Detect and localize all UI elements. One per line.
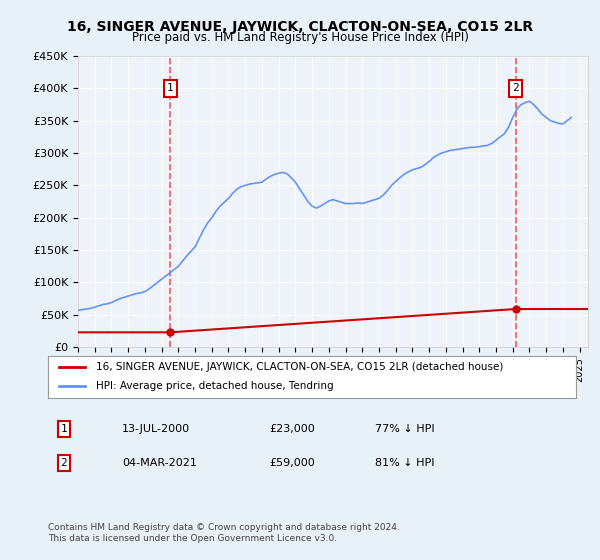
Text: 2: 2 — [61, 458, 67, 468]
Text: 1: 1 — [61, 424, 67, 434]
Text: Price paid vs. HM Land Registry's House Price Index (HPI): Price paid vs. HM Land Registry's House … — [131, 31, 469, 44]
Text: £23,000: £23,000 — [270, 424, 316, 434]
Text: 04-MAR-2021: 04-MAR-2021 — [122, 458, 197, 468]
Text: 1: 1 — [167, 83, 174, 94]
Text: 16, SINGER AVENUE, JAYWICK, CLACTON-ON-SEA, CO15 2LR: 16, SINGER AVENUE, JAYWICK, CLACTON-ON-S… — [67, 20, 533, 34]
Text: Contains HM Land Registry data © Crown copyright and database right 2024.: Contains HM Land Registry data © Crown c… — [48, 523, 400, 532]
Text: 16, SINGER AVENUE, JAYWICK, CLACTON-ON-SEA, CO15 2LR (detached house): 16, SINGER AVENUE, JAYWICK, CLACTON-ON-S… — [95, 362, 503, 372]
Text: 13-JUL-2000: 13-JUL-2000 — [122, 424, 190, 434]
Text: This data is licensed under the Open Government Licence v3.0.: This data is licensed under the Open Gov… — [48, 534, 337, 543]
Text: 81% ↓ HPI: 81% ↓ HPI — [376, 458, 435, 468]
Text: 77% ↓ HPI: 77% ↓ HPI — [376, 424, 435, 434]
Text: HPI: Average price, detached house, Tendring: HPI: Average price, detached house, Tend… — [95, 381, 333, 391]
Text: 2: 2 — [512, 83, 519, 94]
Text: £59,000: £59,000 — [270, 458, 316, 468]
